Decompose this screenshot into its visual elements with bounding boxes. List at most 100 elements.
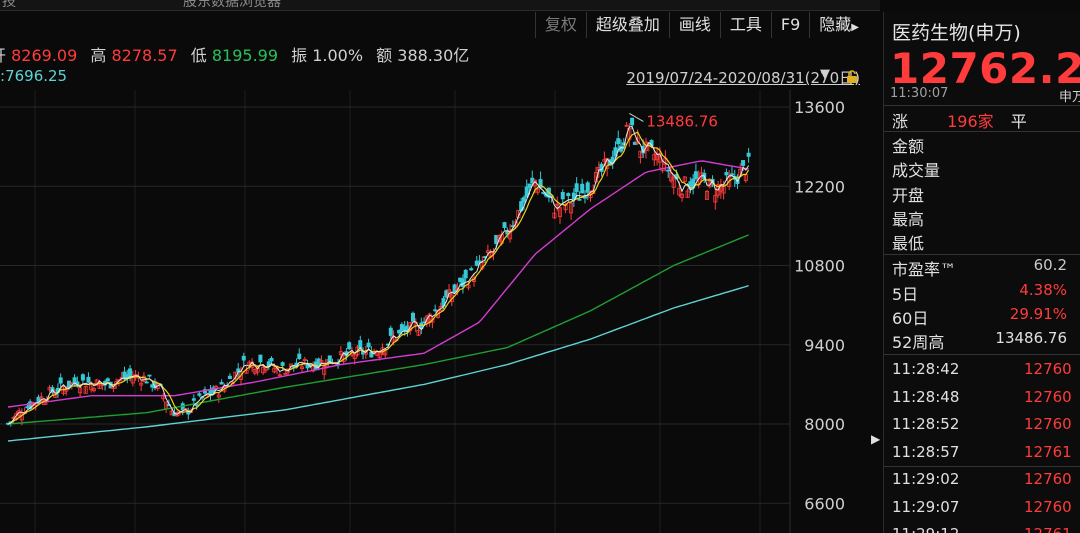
candle-body	[485, 250, 490, 254]
candle-body	[283, 372, 288, 375]
index-name: 医药生物(申万)	[892, 22, 1021, 44]
rise-label: 涨	[892, 112, 909, 131]
high-label: 高	[90, 46, 107, 65]
ma120-line	[7, 285, 749, 442]
candle-body	[569, 202, 574, 214]
candle-body	[144, 381, 149, 384]
candle-body	[560, 191, 565, 200]
candle-body	[494, 234, 499, 244]
range-dropdown-icon[interactable]: ▼	[820, 67, 830, 82]
candle-body	[447, 289, 452, 298]
candle-body	[424, 315, 429, 323]
candle-body	[513, 221, 518, 228]
candle-body	[347, 342, 352, 350]
ohlc-quote-line: 开 8269.09 高 8278.57 低 8195.99 振 1.00% 额 …	[0, 42, 469, 66]
candle-body	[638, 150, 643, 158]
draw-line-button[interactable]: 画线	[668, 12, 720, 38]
divider	[884, 466, 1080, 467]
high-value: 8278.57	[111, 46, 178, 65]
candle-body	[300, 366, 305, 369]
candle-body	[474, 260, 479, 266]
candle-body	[682, 176, 687, 182]
volume-row-label: 成交量	[892, 161, 941, 180]
tick-price: 12760	[1024, 415, 1072, 433]
candle-body	[322, 366, 327, 375]
y-tick-label: 9400	[804, 336, 845, 355]
tick-time: 11:28:48	[892, 388, 960, 406]
index-price: 12762.26	[890, 44, 1080, 93]
tick-time: 11:29:07	[892, 498, 960, 516]
candle-body	[227, 375, 232, 379]
max-marker-pointer	[629, 112, 644, 122]
candle-body	[671, 176, 676, 188]
candle-body	[147, 374, 152, 377]
candle-body	[236, 368, 241, 372]
candle-body	[388, 327, 393, 336]
candle-body	[86, 376, 91, 383]
candle-body	[552, 212, 557, 219]
source-unit: 申万	[1059, 90, 1080, 105]
candle-body	[272, 367, 277, 373]
candle-body	[366, 342, 371, 348]
candle-body	[571, 192, 576, 200]
candle-body	[643, 141, 648, 152]
f9-button[interactable]: F9	[770, 12, 809, 38]
candle-body	[449, 294, 454, 303]
candle-body	[746, 152, 751, 157]
candle-body	[521, 197, 526, 203]
tools-button[interactable]: 工具	[719, 12, 771, 38]
date-range[interactable]: 2019/07/24-2020/08/31(270日)	[626, 69, 860, 87]
quote-time: 11:30:07	[890, 86, 949, 101]
amplitude-label: 振	[291, 46, 308, 65]
week52-high-label: 52周高	[892, 333, 945, 352]
candle-body	[680, 193, 685, 198]
candle-body	[577, 198, 582, 201]
open-label: 开	[0, 46, 6, 65]
top-tab-0[interactable]: 技	[2, 0, 16, 10]
candle-body	[602, 159, 607, 162]
fuquan-button[interactable]: 复权	[534, 12, 586, 38]
candle-body	[713, 195, 718, 203]
candle-body	[555, 203, 560, 206]
low-value: 8195.99	[211, 46, 279, 65]
hide-button[interactable]: 隐藏▶	[809, 12, 868, 38]
candle-body	[338, 351, 343, 356]
tick-time: 11:28:57	[892, 443, 960, 461]
divider	[884, 254, 1080, 255]
lock-icon[interactable]	[845, 70, 859, 84]
kline-chart[interactable]: 13600 12200 10800 9400 8000 6600 13486.76	[0, 90, 880, 533]
tick-price: 12760	[1024, 498, 1072, 516]
tick-price: 12760	[1024, 360, 1072, 378]
candle-body	[652, 154, 657, 161]
pe-value: 60.2	[1033, 256, 1067, 274]
candle-body	[194, 404, 199, 407]
collapse-panel-icon[interactable]: ▶	[871, 432, 881, 446]
candle-body	[128, 368, 133, 377]
top-tab-strip: 技 股东数据浏览器	[0, 0, 880, 11]
candle-body	[613, 147, 618, 157]
ma20-line	[7, 160, 749, 408]
candle-body	[219, 382, 224, 385]
candle-body	[463, 269, 468, 279]
candle-body	[685, 190, 690, 198]
candle-body	[621, 142, 626, 146]
candle-body	[580, 183, 585, 194]
candle-body	[466, 284, 471, 289]
amount-label: 额	[376, 46, 393, 65]
candle-body	[677, 187, 682, 196]
quote-panel: 医药生物(申万) 12762.26 11:30:07 申万 涨 196家 平 金…	[883, 12, 1080, 533]
super-overlay-button[interactable]: 超级叠加	[585, 12, 669, 38]
candle-body	[211, 387, 216, 394]
candle-body	[17, 410, 22, 416]
candle-body	[535, 188, 540, 193]
candle-body	[563, 203, 568, 211]
candle-body	[574, 183, 579, 193]
candle-body	[705, 190, 710, 200]
y-tick-label: 12200	[794, 177, 845, 196]
candle-body	[741, 160, 746, 166]
day60-label: 60日	[892, 309, 929, 328]
candle-body	[557, 207, 562, 217]
divider	[884, 354, 1080, 355]
tick-price: 12760	[1024, 388, 1072, 406]
top-tab-1[interactable]: 股东数据浏览器	[183, 0, 281, 10]
